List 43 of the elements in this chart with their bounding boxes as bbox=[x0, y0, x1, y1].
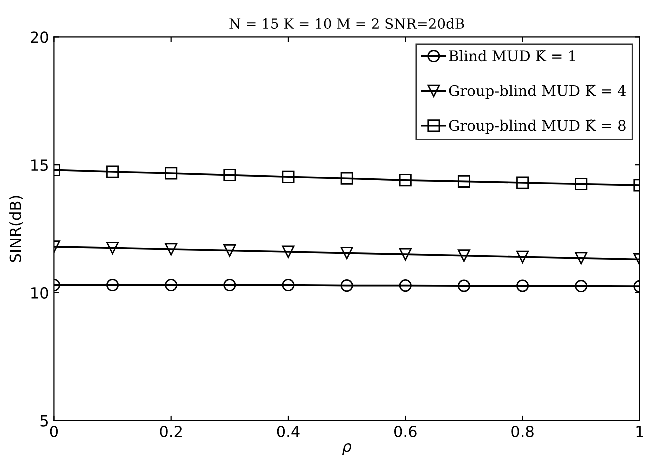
point bbox=[399, 248, 412, 261]
point bbox=[575, 252, 588, 265]
point bbox=[458, 175, 470, 188]
point bbox=[340, 280, 354, 292]
point bbox=[165, 243, 178, 256]
point bbox=[516, 280, 530, 292]
y-tick-label: 10 bbox=[32, 287, 48, 299]
y-tick-label: 5 bbox=[40, 415, 48, 427]
y-axis-title: SINR(dB) bbox=[10, 196, 24, 262]
x-tick-label: 0.8 bbox=[512, 426, 534, 438]
point bbox=[106, 279, 120, 292]
x-tick-label: 0.6 bbox=[394, 426, 417, 438]
point bbox=[399, 174, 412, 187]
x-tick-label: 0.4 bbox=[277, 426, 300, 438]
point bbox=[106, 242, 120, 254]
legend-label: Group-blind MUD K̃ = 4 bbox=[449, 84, 626, 100]
point bbox=[575, 178, 588, 191]
x-tick-label: 1 bbox=[636, 426, 644, 438]
legend-label: Group-blind MUD K̃ = 8 bbox=[449, 120, 626, 134]
point bbox=[516, 176, 530, 190]
point bbox=[340, 172, 354, 185]
point bbox=[282, 246, 295, 258]
legend-label: Blind MUD K̃ = 1 bbox=[449, 50, 576, 62]
chart-title: N = 15 K = 10 M = 2 SNR=20dB bbox=[230, 18, 464, 30]
point bbox=[340, 247, 354, 260]
point bbox=[165, 167, 178, 180]
point bbox=[224, 169, 236, 182]
point bbox=[399, 280, 412, 292]
point bbox=[458, 250, 470, 262]
y-tick-label: 15 bbox=[32, 160, 48, 172]
point bbox=[106, 166, 120, 178]
x-axis-title: ρ bbox=[342, 444, 352, 456]
point bbox=[282, 170, 295, 184]
point bbox=[575, 280, 588, 293]
point bbox=[165, 279, 178, 292]
point bbox=[458, 280, 470, 292]
point bbox=[224, 279, 236, 292]
x-tick-label: 0 bbox=[50, 426, 58, 438]
y-tick-label: 20 bbox=[31, 32, 48, 44]
point bbox=[516, 250, 530, 264]
point bbox=[282, 279, 295, 292]
point bbox=[224, 244, 236, 257]
x-tick-label: 0.2 bbox=[160, 426, 182, 438]
